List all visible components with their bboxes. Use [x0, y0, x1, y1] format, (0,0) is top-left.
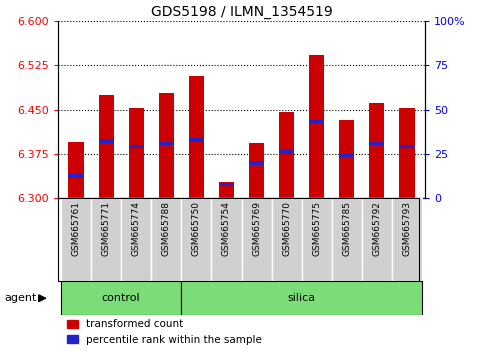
- Bar: [339, 120, 355, 198]
- Title: GDS5198 / ILMN_1354519: GDS5198 / ILMN_1354519: [151, 5, 332, 19]
- Bar: [212, 198, 242, 281]
- Bar: [128, 144, 144, 148]
- Bar: [369, 142, 384, 145]
- Bar: [369, 103, 384, 198]
- Bar: [151, 198, 181, 281]
- Bar: [399, 144, 414, 148]
- Text: GSM665771: GSM665771: [101, 201, 111, 256]
- Bar: [332, 198, 362, 281]
- Bar: [309, 120, 324, 123]
- Bar: [91, 198, 121, 281]
- Bar: [61, 281, 181, 315]
- Text: GSM665774: GSM665774: [132, 201, 141, 256]
- Bar: [128, 108, 144, 198]
- Bar: [362, 198, 392, 281]
- Text: GSM665788: GSM665788: [162, 201, 171, 256]
- Bar: [159, 142, 174, 145]
- Bar: [302, 198, 332, 281]
- Bar: [189, 76, 204, 198]
- Bar: [121, 198, 151, 281]
- Text: GSM665775: GSM665775: [312, 201, 321, 256]
- Text: GSM665750: GSM665750: [192, 201, 201, 256]
- Bar: [181, 198, 212, 281]
- Bar: [339, 153, 355, 157]
- Text: silica: silica: [287, 293, 316, 303]
- Bar: [189, 138, 204, 142]
- Text: GSM665793: GSM665793: [402, 201, 412, 256]
- Bar: [181, 281, 422, 315]
- Bar: [249, 143, 264, 198]
- Bar: [159, 93, 174, 198]
- Text: GSM665785: GSM665785: [342, 201, 351, 256]
- Bar: [249, 161, 264, 165]
- Bar: [69, 142, 84, 198]
- Text: GSM665770: GSM665770: [282, 201, 291, 256]
- Bar: [242, 198, 271, 281]
- Bar: [99, 95, 114, 198]
- Bar: [99, 139, 114, 143]
- Bar: [69, 174, 84, 178]
- Text: GSM665754: GSM665754: [222, 201, 231, 256]
- Bar: [279, 112, 294, 198]
- Bar: [399, 108, 414, 198]
- Bar: [392, 198, 422, 281]
- Text: agent: agent: [5, 293, 37, 303]
- Bar: [219, 183, 234, 187]
- Bar: [279, 150, 294, 154]
- Text: GSM665792: GSM665792: [372, 201, 382, 256]
- Bar: [271, 198, 302, 281]
- Text: control: control: [102, 293, 141, 303]
- Legend: transformed count, percentile rank within the sample: transformed count, percentile rank withi…: [63, 315, 266, 349]
- Text: GSM665761: GSM665761: [71, 201, 81, 256]
- Bar: [219, 182, 234, 198]
- Text: GSM665769: GSM665769: [252, 201, 261, 256]
- Bar: [309, 55, 324, 198]
- Bar: [61, 198, 91, 281]
